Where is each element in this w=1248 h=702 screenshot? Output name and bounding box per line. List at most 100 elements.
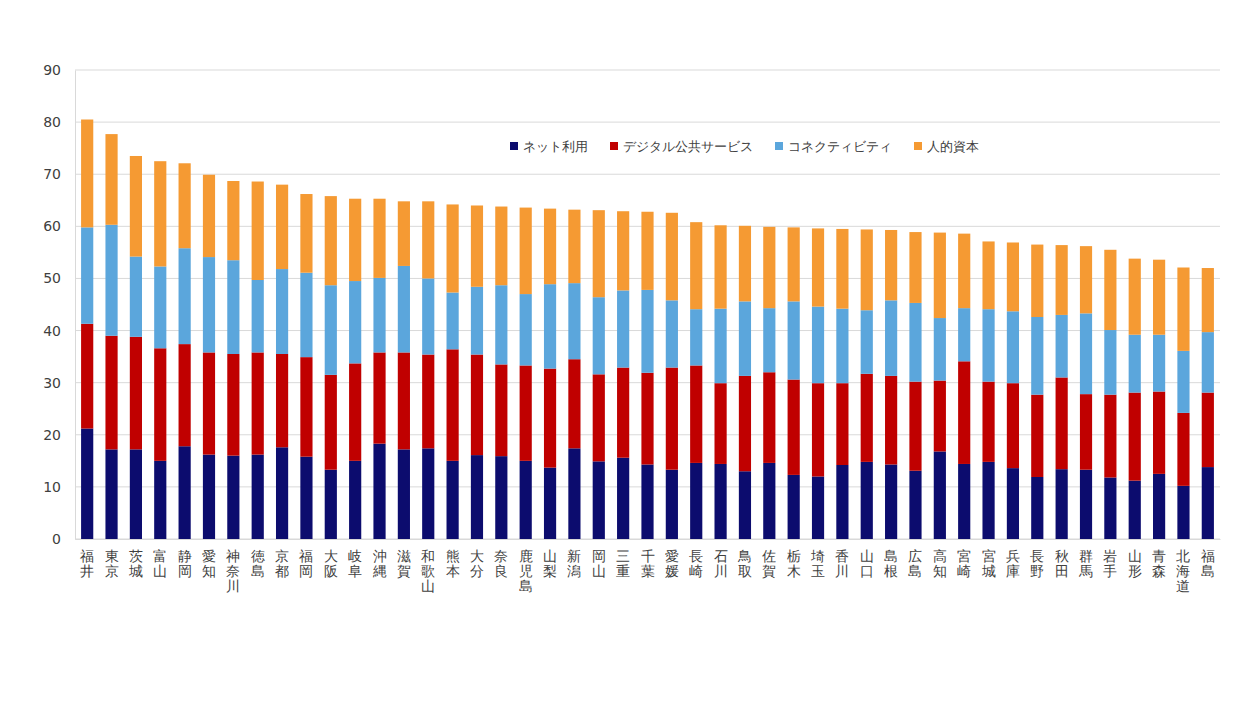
y-tick: 70 <box>43 166 75 182</box>
bar-segment <box>105 134 117 225</box>
legend-label: コネクティビティ <box>788 139 892 154</box>
bar-segment <box>1177 486 1189 539</box>
x-tick: 宮崎 <box>957 539 971 579</box>
x-tick-char: 広 <box>908 548 922 564</box>
bar-segment <box>1007 468 1019 539</box>
x-tick-label: 宮城 <box>981 548 996 579</box>
y-tick: 30 <box>43 375 75 391</box>
x-tick: 静岡 <box>178 539 192 579</box>
bar-segment <box>1031 477 1043 539</box>
x-tick: 兵庫 <box>1006 539 1020 579</box>
x-tick-label: 埼玉 <box>810 548 825 579</box>
x-tick: 千葉 <box>641 539 655 579</box>
bar-segment <box>154 161 166 266</box>
bar-segment <box>982 241 994 309</box>
legend-swatch <box>914 142 922 150</box>
x-tick-char: 北 <box>1176 548 1190 564</box>
x-tick-label: 福井 <box>80 548 94 579</box>
x-tick: 高知 <box>933 539 947 579</box>
bar-segment <box>1202 332 1214 392</box>
x-tick-char: 取 <box>738 563 752 579</box>
x-tick-char: 賀 <box>397 563 411 579</box>
y-tick-label: 20 <box>43 427 61 443</box>
x-tick-char: 岐 <box>348 548 362 564</box>
x-tick-label: 山口 <box>860 548 874 579</box>
bar-segment <box>1080 313 1092 394</box>
x-tick-char: 媛 <box>665 563 679 579</box>
x-tick-char: 島 <box>519 578 533 594</box>
x-tick-label: 神奈川 <box>226 548 240 594</box>
x-tick-char: 島 <box>908 563 922 579</box>
x-tick-char: 阪 <box>324 563 338 579</box>
x-tick-char: 城 <box>981 563 996 579</box>
bar-segment <box>495 207 507 286</box>
x-tick: 鹿児島 <box>519 539 533 594</box>
bar-segment <box>495 456 507 539</box>
bar-segment <box>422 201 434 278</box>
bar-segment <box>325 285 337 375</box>
x-tick: 長野 <box>1030 539 1044 579</box>
bar-segment <box>617 368 629 458</box>
bar-segment <box>105 449 117 539</box>
x-tick-char: 長 <box>1030 548 1044 564</box>
bar-segment <box>227 456 239 539</box>
x-tick-label: 長野 <box>1030 548 1044 579</box>
x-tick-char: 岡 <box>178 563 192 579</box>
bar-segment <box>763 227 775 308</box>
bar-segment <box>836 465 848 539</box>
bar-segment <box>568 359 580 448</box>
y-tick: 0 <box>52 531 75 547</box>
x-tick-char: 福 <box>299 548 313 564</box>
x-tick: 栃木 <box>787 539 801 579</box>
bar-segment <box>812 383 824 476</box>
y-tick: 20 <box>43 427 75 443</box>
bar-segment <box>544 369 556 468</box>
bar-segment <box>544 468 556 539</box>
bar-segment <box>617 458 629 539</box>
bar-segment <box>1007 311 1019 383</box>
bar-segment <box>739 226 751 302</box>
x-tick: 山形 <box>1128 539 1142 579</box>
bar-segment <box>1104 330 1116 395</box>
x-tick-label: 栃木 <box>787 548 801 579</box>
x-tick-char: 山 <box>153 563 167 579</box>
x-tick: 奈良 <box>494 539 508 579</box>
x-tick-label: 愛媛 <box>665 548 679 579</box>
bar-segment <box>1056 245 1068 315</box>
x-tick-char: 賀 <box>762 563 776 579</box>
x-tick-char: 木 <box>787 563 801 579</box>
bar-segment <box>422 448 434 539</box>
x-tick-char: 崎 <box>689 563 703 579</box>
bar-segment <box>1153 392 1165 474</box>
x-tick: 岐阜 <box>348 539 362 579</box>
x-tick: 愛知 <box>202 539 216 579</box>
x-tick-label: 福岡 <box>299 548 313 579</box>
x-tick-label: 千葉 <box>641 548 655 579</box>
x-tick-char: 三 <box>616 548 630 564</box>
x-tick-char: 島 <box>1201 563 1215 579</box>
bar-segment <box>227 354 239 456</box>
x-tick-label: 佐賀 <box>762 548 776 579</box>
bar-segment <box>325 375 337 470</box>
x-tick-char: 都 <box>275 563 289 579</box>
x-tick-char: 石 <box>714 548 728 564</box>
bar-segment <box>690 365 702 462</box>
x-tick: 沖縄 <box>372 539 387 579</box>
x-tick-char: 歌 <box>421 563 435 579</box>
x-tick: 福岡 <box>299 539 313 579</box>
y-tick-label: 50 <box>43 270 61 286</box>
x-tick-label: 山梨 <box>543 548 557 579</box>
y-tick: 40 <box>43 323 75 339</box>
x-tick: 山梨 <box>543 539 557 579</box>
x-tick-char: 神 <box>226 548 240 564</box>
x-tick: 神奈川 <box>226 539 240 594</box>
x-tick-char: 兵 <box>1006 548 1020 564</box>
bar-segment <box>325 470 337 539</box>
x-tick-char: 田 <box>1055 563 1069 579</box>
bar-segment <box>422 355 434 449</box>
x-tick-char: 馬 <box>1078 563 1093 579</box>
bar-segment <box>154 266 166 348</box>
x-tick: 愛媛 <box>665 539 679 579</box>
bar-segment <box>593 210 605 297</box>
bar-segment <box>1177 413 1189 486</box>
